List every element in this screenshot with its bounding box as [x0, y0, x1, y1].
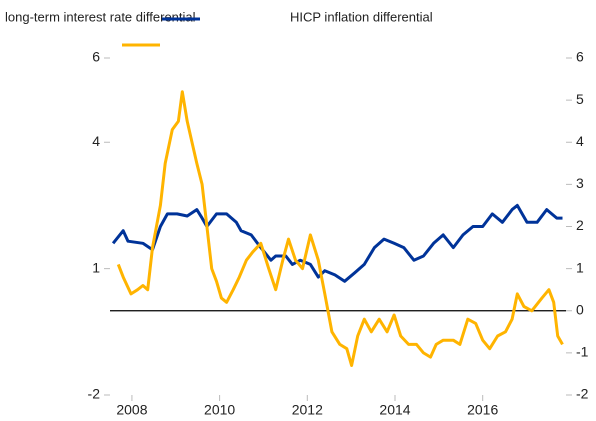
y2-tick-label: -1 [576, 344, 589, 360]
y2-tick-label: 1 [576, 259, 584, 275]
x-tick-label: 2010 [204, 402, 235, 418]
y-tick-label: 1 [92, 259, 100, 275]
y2-tick-label: 0 [576, 301, 584, 317]
legend-label: HICP inflation differential [290, 9, 433, 24]
y-tick-label: 6 [92, 49, 100, 65]
y2-tick-label: 3 [576, 175, 584, 191]
x-tick-label: 2008 [116, 402, 147, 418]
y2-tick-label: 6 [576, 49, 584, 65]
x-tick-label: 2012 [292, 402, 323, 418]
y2-tick-label: 5 [576, 91, 584, 107]
y2-tick-label: -2 [576, 386, 589, 402]
series-line [116, 90, 564, 367]
series-line [111, 203, 563, 283]
x-tick-label: 2016 [467, 402, 498, 418]
y-tick-label: 4 [92, 133, 100, 149]
x-tick-label: 2014 [379, 402, 410, 418]
y2-tick-label: 2 [576, 217, 584, 233]
y2-tick-label: 4 [576, 133, 584, 149]
y-tick-label: -2 [88, 386, 101, 402]
legend-label: long-term interest rate differential [5, 9, 196, 24]
